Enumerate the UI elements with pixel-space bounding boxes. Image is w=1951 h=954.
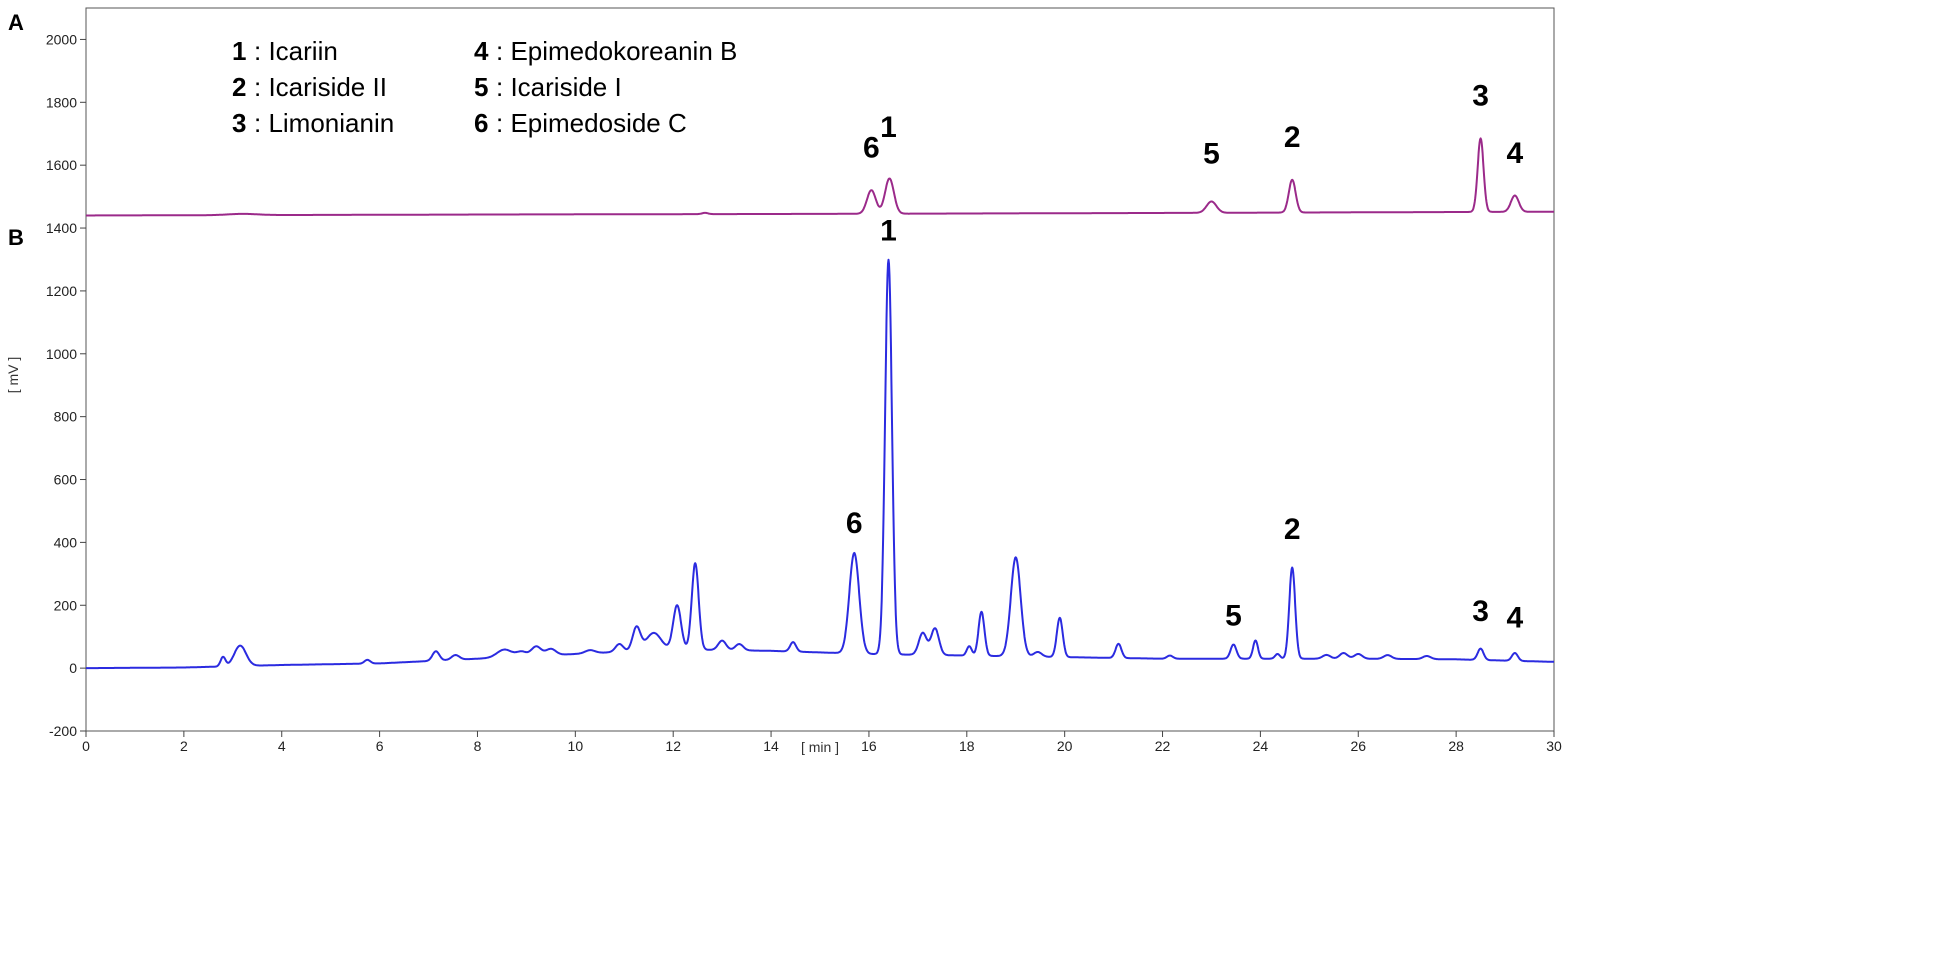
legend-entry-number: 4 [474, 36, 489, 66]
x-tick-label: 12 [665, 738, 681, 754]
peak-label: 3 [1472, 79, 1489, 112]
x-tick-label: 16 [861, 738, 877, 754]
legend-entry-number: 6 [474, 108, 488, 138]
peak-label: 5 [1225, 600, 1242, 633]
legend-entry-name: : Epimedokoreanin B [496, 36, 737, 66]
x-tick-label: 26 [1350, 738, 1366, 754]
legend-entry-name: : Icariside I [496, 72, 622, 102]
panel-label-a: A [8, 10, 24, 35]
peak-label: 1 [880, 111, 897, 144]
peak-label: 5 [1203, 138, 1220, 171]
y-tick-label: -200 [49, 723, 77, 739]
x-tick-label: 20 [1057, 738, 1073, 754]
legend-entry-name: : Limonianin [254, 108, 394, 138]
y-tick-label: 1800 [46, 94, 77, 110]
panel-label-b: B [8, 225, 24, 250]
x-tick-label: 8 [474, 738, 482, 754]
peak-label: 4 [1507, 601, 1524, 634]
y-tick-label: 400 [54, 534, 78, 550]
x-axis: 0 2 4 6 8 10 12 14 16 18 20 22 24 26 28 30 [82, 731, 1562, 754]
y-tick-label: 200 [54, 597, 78, 613]
legend-entry: 4 : Epimedokoreanin B [474, 36, 737, 66]
x-tick-label: 14 [763, 738, 779, 754]
peak-label: 3 [1472, 595, 1489, 628]
x-tick-label: 18 [959, 738, 975, 754]
peak-label: 2 [1284, 513, 1301, 546]
legend-entry-name: : Epimedoside C [496, 108, 687, 138]
legend-entry-number: 3 [232, 108, 246, 138]
legend-entry: 1 : Icariin [232, 36, 338, 66]
x-tick-label: 22 [1155, 738, 1171, 754]
x-tick-label: 24 [1253, 738, 1269, 754]
y-tick-label: 0 [69, 660, 77, 676]
x-tick-label: 6 [376, 738, 384, 754]
peak-label: 2 [1284, 121, 1301, 154]
peak-label: 6 [846, 507, 863, 540]
legend-entry: 3 : Limonianin [232, 108, 394, 138]
y-axis-title: [ mV ] [5, 357, 21, 394]
y-tick-label: 600 [54, 472, 78, 488]
legend: 1 : Icariin 2 : Icariside II 3 : Limonia… [232, 36, 737, 138]
x-axis-title: [ min ] [801, 739, 839, 755]
peak-label: 4 [1507, 137, 1524, 170]
legend-entry-name: : Icariin [254, 36, 338, 66]
peak-label: 1 [880, 215, 897, 248]
legend-entry-number: 5 [474, 72, 488, 102]
x-tick-label: 10 [568, 738, 584, 754]
peak-label: 6 [863, 131, 880, 164]
legend-entry-number: 1 [232, 36, 246, 66]
x-tick-label: 30 [1546, 738, 1562, 754]
series-layer [85, 137, 1555, 670]
y-tick-label: 800 [54, 409, 78, 425]
series-line-panel-b [85, 258, 1555, 670]
y-tick-label: 1600 [46, 157, 77, 173]
x-tick-label: 0 [82, 738, 90, 754]
y-tick-label: 1200 [46, 283, 77, 299]
legend-entry: 2 : Icariside II [232, 72, 387, 102]
y-tick-label: 2000 [46, 31, 77, 47]
legend-entry: 5 : Icariside I [474, 72, 622, 102]
legend-entry: 6 : Epimedoside C [474, 108, 687, 138]
y-tick-label: 1000 [46, 346, 77, 362]
x-tick-label: 2 [180, 738, 188, 754]
legend-entry-number: 2 [232, 72, 246, 102]
x-tick-label: 28 [1448, 738, 1464, 754]
legend-entry-name: : Icariside II [254, 72, 387, 102]
y-tick-label: 1400 [46, 220, 77, 236]
y-axis: -200 0 200 400 600 800 1000 1200 1400 1600 1800 200… [46, 31, 86, 739]
series-line-panel-a [85, 137, 1555, 217]
x-tick-label: 4 [278, 738, 286, 754]
plot-frame [85, 7, 1555, 732]
